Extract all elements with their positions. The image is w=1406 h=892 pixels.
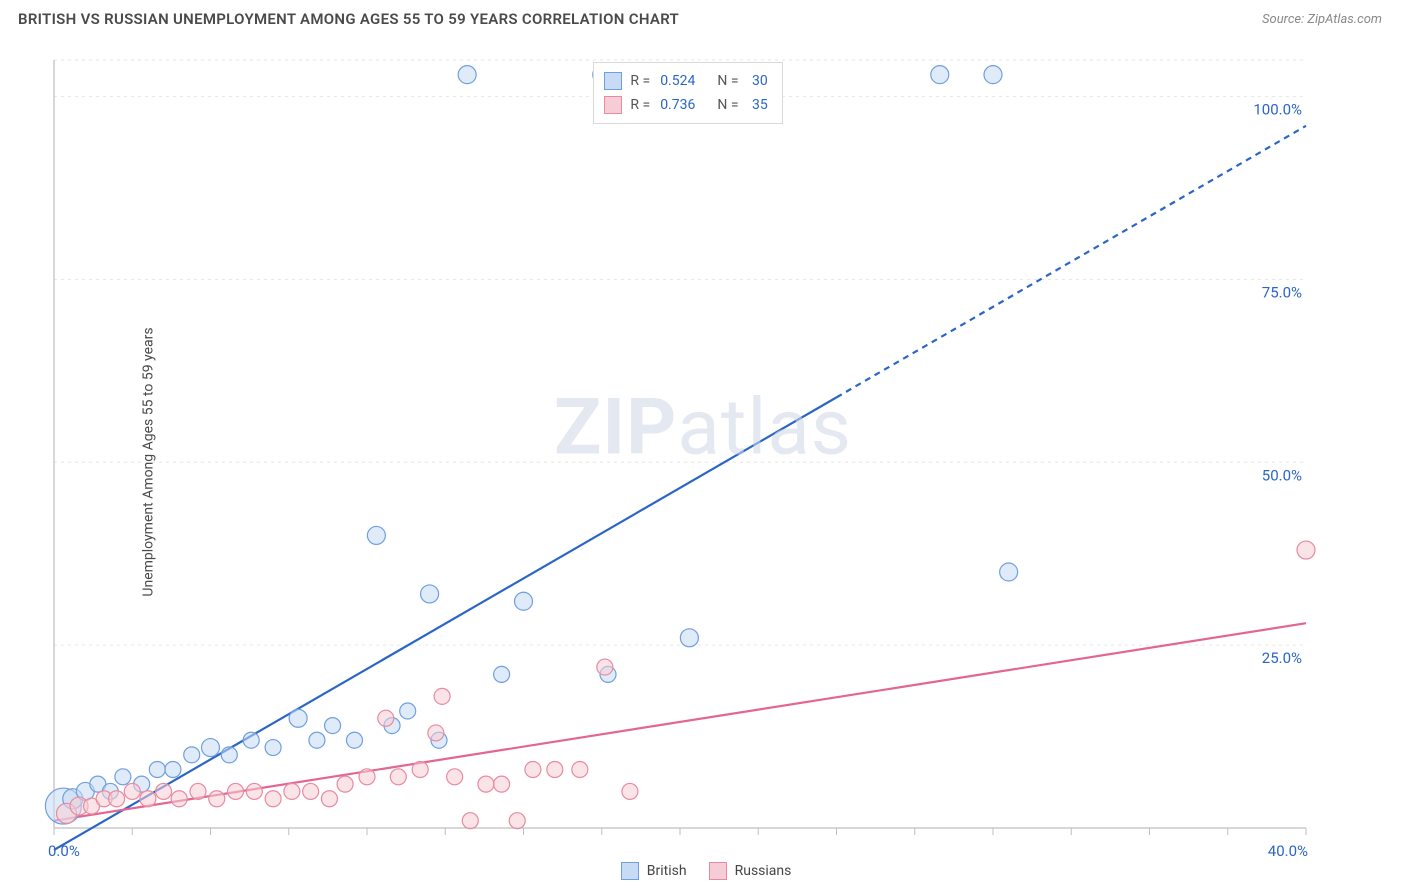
n-value: 35 bbox=[749, 93, 768, 117]
data-point bbox=[228, 783, 244, 799]
data-point bbox=[434, 688, 450, 704]
y-tick-label: 50.0% bbox=[1262, 466, 1302, 484]
data-point bbox=[246, 783, 262, 799]
data-point bbox=[390, 769, 406, 785]
y-tick-label: 100.0% bbox=[1253, 101, 1302, 119]
data-point bbox=[337, 776, 353, 792]
data-point bbox=[321, 791, 337, 807]
data-point bbox=[478, 776, 494, 792]
legend-stat-row: R = 0.524 N = 30 bbox=[604, 69, 767, 93]
data-point bbox=[359, 769, 375, 785]
data-point bbox=[494, 776, 510, 792]
data-point bbox=[984, 66, 1002, 84]
scatter-chart: 0.0%40.0%25.0%50.0%75.0%100.0% bbox=[18, 40, 1318, 860]
n-label: N = bbox=[717, 93, 738, 117]
legend-swatch bbox=[604, 96, 622, 114]
n-value: 30 bbox=[749, 69, 768, 93]
trend-line-solid bbox=[54, 397, 837, 850]
data-point bbox=[367, 526, 385, 544]
data-point bbox=[458, 66, 476, 84]
data-point bbox=[265, 740, 281, 756]
data-point bbox=[171, 791, 187, 807]
data-point bbox=[346, 732, 362, 748]
legend-swatch bbox=[709, 862, 727, 880]
data-point bbox=[109, 791, 125, 807]
data-point bbox=[202, 739, 220, 757]
legend-label: British bbox=[647, 863, 687, 879]
legend-swatch bbox=[621, 862, 639, 880]
data-point bbox=[509, 813, 525, 829]
r-value: 0.524 bbox=[660, 69, 695, 93]
data-point bbox=[572, 761, 588, 777]
data-point bbox=[303, 783, 319, 799]
y-tick-label: 25.0% bbox=[1262, 649, 1302, 667]
data-point bbox=[221, 747, 237, 763]
series-legend: British Russians bbox=[621, 862, 792, 880]
data-point bbox=[140, 791, 156, 807]
data-point bbox=[265, 791, 281, 807]
data-point bbox=[325, 718, 341, 734]
data-point bbox=[597, 659, 613, 675]
data-point bbox=[680, 629, 698, 647]
source-attribution: Source: ZipAtlas.com bbox=[1262, 12, 1382, 27]
data-point bbox=[525, 761, 541, 777]
data-point bbox=[284, 783, 300, 799]
data-point bbox=[156, 783, 172, 799]
data-point bbox=[1000, 563, 1018, 581]
trend-line-dashed bbox=[837, 126, 1307, 398]
y-tick-label: 75.0% bbox=[1262, 283, 1302, 301]
data-point bbox=[149, 761, 165, 777]
r-label: R = bbox=[630, 69, 650, 93]
data-point bbox=[243, 732, 259, 748]
legend-item: British bbox=[621, 862, 687, 880]
data-point bbox=[428, 725, 444, 741]
chart-container: Unemployment Among Ages 55 to 59 years Z… bbox=[18, 40, 1388, 884]
r-label: R = bbox=[630, 93, 650, 117]
data-point bbox=[309, 732, 325, 748]
data-point bbox=[462, 813, 478, 829]
data-point bbox=[931, 66, 949, 84]
data-point bbox=[622, 783, 638, 799]
data-point bbox=[421, 585, 439, 603]
data-point bbox=[378, 710, 394, 726]
data-point bbox=[1297, 541, 1315, 559]
x-end-label: 40.0% bbox=[1268, 842, 1308, 860]
data-point bbox=[547, 761, 563, 777]
legend-swatch bbox=[604, 72, 622, 90]
legend-item: Russians bbox=[709, 862, 792, 880]
data-point bbox=[165, 761, 181, 777]
data-point bbox=[412, 761, 428, 777]
data-point bbox=[494, 666, 510, 682]
data-point bbox=[115, 769, 131, 785]
data-point bbox=[209, 791, 225, 807]
chart-title: BRITISH VS RUSSIAN UNEMPLOYMENT AMONG AG… bbox=[18, 10, 679, 28]
data-point bbox=[184, 747, 200, 763]
data-point bbox=[515, 592, 533, 610]
data-point bbox=[190, 783, 206, 799]
correlation-legend: R = 0.524 N = 30 R = 0.736 N = 35 bbox=[593, 62, 782, 124]
n-label: N = bbox=[717, 69, 738, 93]
data-point bbox=[447, 769, 463, 785]
y-axis-label: Unemployment Among Ages 55 to 59 years bbox=[141, 327, 157, 596]
data-point bbox=[400, 703, 416, 719]
legend-label: Russians bbox=[735, 863, 792, 879]
legend-stat-row: R = 0.736 N = 35 bbox=[604, 93, 767, 117]
r-value: 0.736 bbox=[660, 93, 695, 117]
data-point bbox=[124, 783, 140, 799]
data-point bbox=[289, 709, 307, 727]
